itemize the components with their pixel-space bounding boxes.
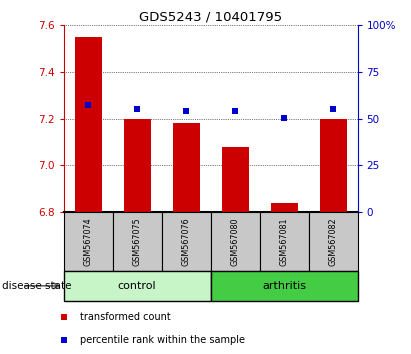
Bar — [211, 271, 358, 301]
Text: GSM567075: GSM567075 — [133, 217, 142, 266]
Text: disease state: disease state — [2, 281, 72, 291]
Text: arthritis: arthritis — [262, 281, 306, 291]
Text: GSM567074: GSM567074 — [84, 217, 93, 266]
Bar — [64, 212, 113, 271]
Text: GSM567081: GSM567081 — [279, 217, 289, 266]
Bar — [260, 212, 309, 271]
Text: GSM567080: GSM567080 — [231, 217, 240, 266]
Text: transformed count: transformed count — [80, 312, 171, 322]
Bar — [320, 119, 346, 212]
Title: GDS5243 / 10401795: GDS5243 / 10401795 — [139, 11, 282, 24]
Text: GSM567076: GSM567076 — [182, 217, 191, 266]
Text: percentile rank within the sample: percentile rank within the sample — [80, 335, 245, 346]
Bar — [64, 271, 210, 301]
Bar — [113, 212, 162, 271]
Text: control: control — [118, 281, 157, 291]
Bar — [75, 36, 102, 212]
Text: GSM567082: GSM567082 — [328, 217, 337, 266]
Bar — [270, 203, 298, 212]
Bar — [124, 119, 151, 212]
Bar — [211, 212, 260, 271]
Bar — [222, 147, 249, 212]
Bar — [173, 123, 200, 212]
Bar — [162, 212, 211, 271]
Bar — [309, 212, 358, 271]
